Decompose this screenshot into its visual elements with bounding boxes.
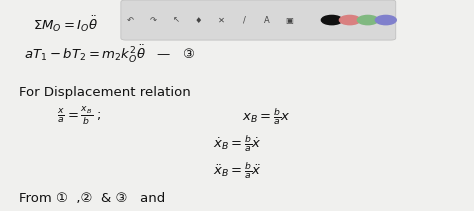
Circle shape — [375, 15, 396, 25]
Text: ✕: ✕ — [218, 16, 225, 24]
FancyBboxPatch shape — [121, 0, 396, 40]
Text: $\dot{x}_B = \frac{b}{a} \dot{x}$: $\dot{x}_B = \frac{b}{a} \dot{x}$ — [213, 134, 262, 154]
Text: For Displacement relation: For Displacement relation — [19, 86, 191, 99]
Text: From ①  ,②  & ③   and: From ① ,② & ③ and — [19, 192, 165, 205]
Text: $x_B = \frac{b}{a} x$: $x_B = \frac{b}{a} x$ — [242, 107, 291, 127]
Text: $\ddot{x}_B = \frac{b}{a} \ddot{x}$: $\ddot{x}_B = \frac{b}{a} \ddot{x}$ — [213, 161, 262, 181]
Text: /: / — [243, 16, 246, 24]
Text: ↖: ↖ — [173, 16, 179, 24]
Circle shape — [357, 15, 378, 25]
Text: ♦: ♦ — [195, 16, 202, 24]
Circle shape — [339, 15, 360, 25]
Text: A: A — [264, 16, 270, 24]
Text: ↶: ↶ — [127, 16, 134, 24]
Text: $\Sigma M_O = I_O \ddot{\theta}$: $\Sigma M_O = I_O \ddot{\theta}$ — [33, 14, 98, 34]
Text: ▣: ▣ — [286, 16, 293, 24]
Text: ↷: ↷ — [150, 16, 156, 24]
Text: $\frac{x}{a} = \frac{x_B}{b}$ ;: $\frac{x}{a} = \frac{x_B}{b}$ ; — [57, 105, 101, 127]
Text: $aT_1 - bT_2 = m_2 k_O^2 \ddot{\theta}$   —   ③: $aT_1 - bT_2 = m_2 k_O^2 \ddot{\theta}$ … — [24, 44, 195, 65]
Circle shape — [321, 15, 342, 25]
